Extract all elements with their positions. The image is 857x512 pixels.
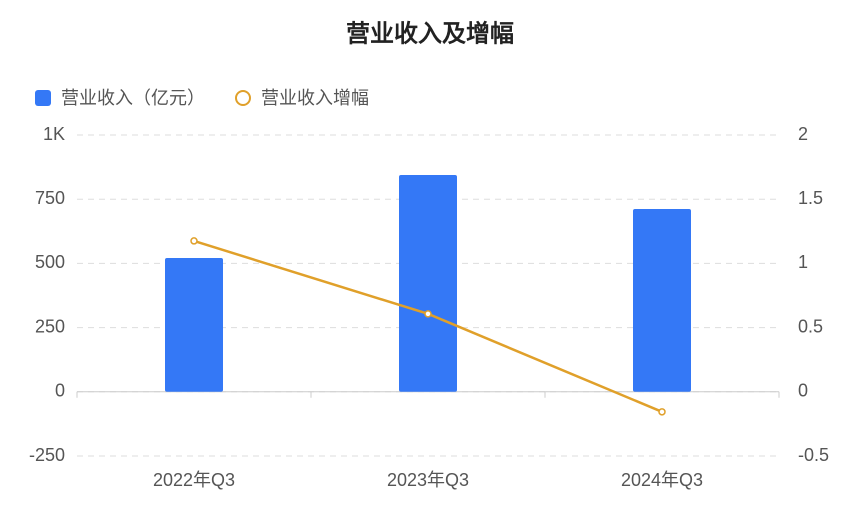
legend-marker: [35, 90, 51, 106]
y2-tick-label: -0.5: [798, 445, 829, 465]
y2-tick-label: 1: [798, 252, 808, 272]
legend-label: 营业收入（亿元）: [61, 88, 205, 108]
line-point: [190, 237, 198, 245]
line-point: [658, 408, 666, 416]
y-tick-label: 500: [35, 252, 65, 272]
y-tick-label: 250: [35, 316, 65, 336]
bar: [633, 208, 691, 392]
y-tick-label: -250: [29, 445, 65, 465]
y-tick-label: 750: [35, 188, 65, 208]
x-tick-label: 2023年Q3: [387, 470, 469, 490]
y2-tick-label: 0.5: [798, 316, 823, 336]
chart-title: 营业收入及增幅: [346, 19, 514, 47]
y2-tick-label: 1.5: [798, 188, 823, 208]
y-tick-label: 0: [55, 381, 65, 401]
legend-marker: [235, 90, 251, 106]
y2-tick-label: 0: [798, 381, 808, 401]
y2-tick-label: 2: [798, 124, 808, 144]
bar: [399, 175, 457, 392]
y-tick-label: 1K: [43, 124, 65, 144]
legend-label: 营业收入增幅: [261, 88, 369, 108]
bar: [165, 258, 223, 392]
line-point: [424, 310, 432, 318]
x-tick-label: 2024年Q3: [621, 470, 703, 490]
x-tick-label: 2022年Q3: [153, 470, 235, 490]
